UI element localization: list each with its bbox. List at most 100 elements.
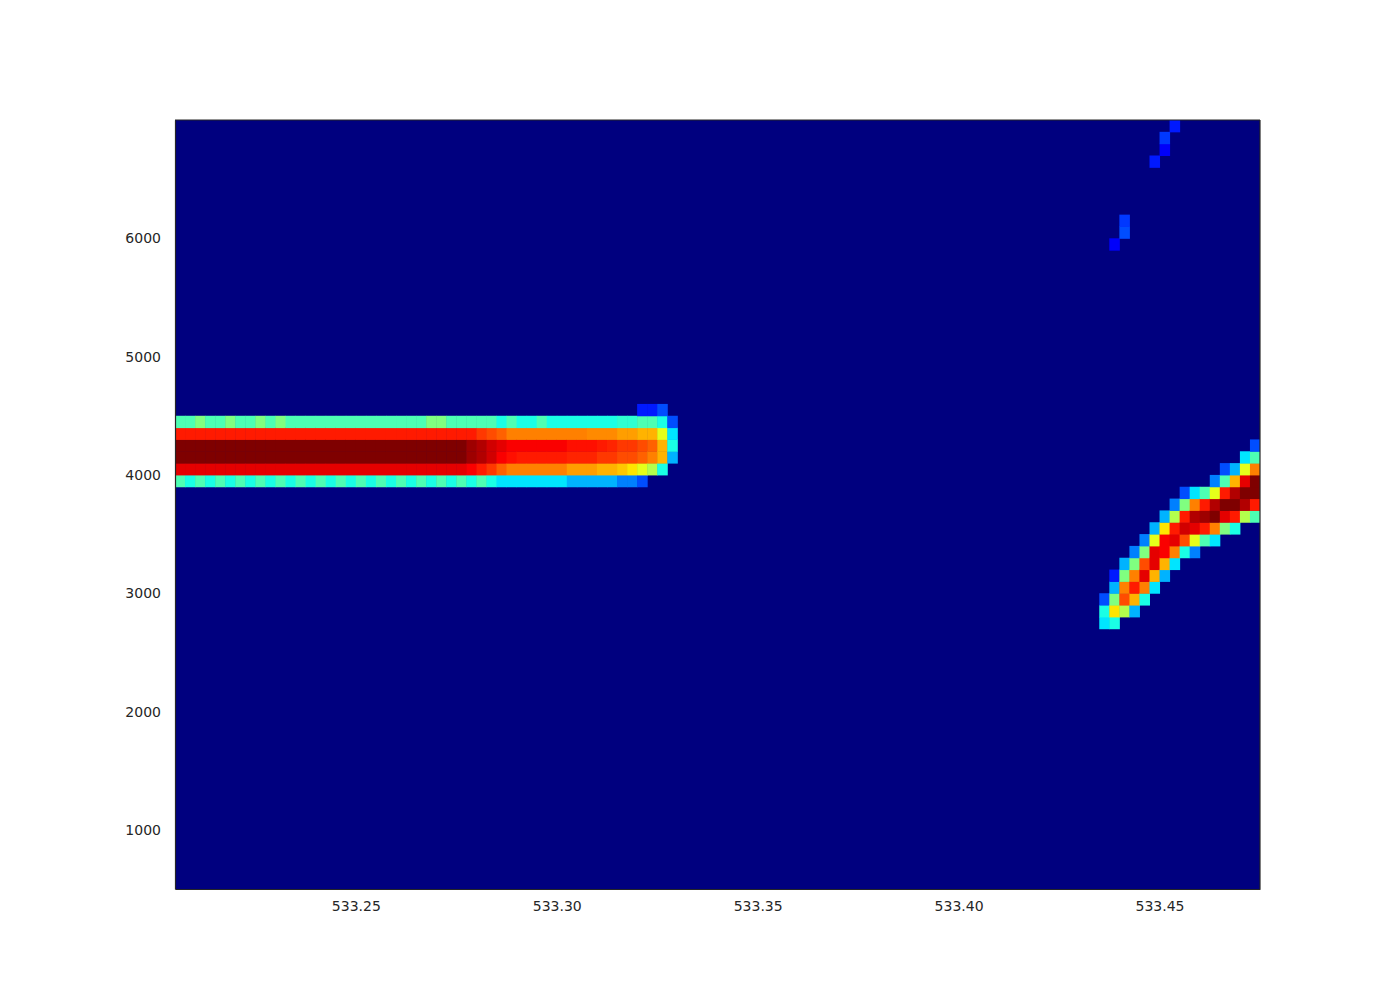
heat-cell bbox=[1149, 522, 1160, 534]
heat-cell bbox=[326, 439, 337, 451]
heat-cell bbox=[557, 428, 568, 440]
heat-cell bbox=[346, 475, 357, 487]
heat-cell bbox=[245, 475, 256, 487]
heat-cell bbox=[275, 416, 286, 428]
heat-cell bbox=[1240, 510, 1251, 522]
heat-cell bbox=[326, 416, 337, 428]
heat-cell bbox=[657, 416, 668, 428]
heat-cell bbox=[1119, 558, 1130, 570]
heat-cell bbox=[306, 439, 317, 451]
heat-cell bbox=[587, 416, 598, 428]
heat-cell bbox=[426, 416, 437, 428]
heat-cell bbox=[316, 451, 327, 463]
heat-cell bbox=[235, 475, 246, 487]
heat-cell bbox=[406, 439, 417, 451]
heat-cell bbox=[1210, 475, 1221, 487]
heat-cell bbox=[486, 439, 497, 451]
tick: 533.25 bbox=[332, 889, 381, 914]
heat-cell bbox=[1220, 463, 1231, 475]
tick-label: 533.40 bbox=[935, 898, 984, 914]
heat-cell bbox=[1119, 570, 1130, 582]
heat-cell bbox=[567, 463, 578, 475]
heat-cell bbox=[1240, 451, 1251, 463]
heat-cell bbox=[1149, 558, 1160, 570]
heat-cell bbox=[296, 475, 307, 487]
heat-cell bbox=[336, 416, 347, 428]
heat-cell bbox=[1180, 487, 1191, 499]
heat-cell bbox=[456, 451, 467, 463]
heat-cell bbox=[215, 451, 226, 463]
heat-cell bbox=[255, 416, 266, 428]
heat-cell bbox=[1160, 534, 1171, 546]
heat-cell bbox=[436, 416, 447, 428]
heat-cell bbox=[185, 451, 196, 463]
heat-cell bbox=[557, 416, 568, 428]
y-axis: 100020003000400050006000 bbox=[125, 121, 175, 890]
heat-cell bbox=[1109, 617, 1120, 629]
heat-cell bbox=[527, 475, 538, 487]
heat-cell bbox=[326, 428, 337, 440]
heat-cell bbox=[647, 416, 658, 428]
heat-cell bbox=[1149, 581, 1160, 593]
heat-cell bbox=[607, 451, 618, 463]
heat-cell bbox=[456, 416, 467, 428]
tick-label: 4000 bbox=[125, 467, 161, 483]
heat-cell bbox=[1129, 593, 1140, 605]
heat-cell bbox=[175, 416, 186, 428]
heat-cell bbox=[185, 439, 196, 451]
heat-cell bbox=[306, 463, 317, 475]
heat-cell bbox=[647, 428, 658, 440]
heat-cell bbox=[205, 475, 216, 487]
heat-cell bbox=[657, 451, 668, 463]
heat-cell bbox=[517, 451, 528, 463]
heat-cell bbox=[245, 451, 256, 463]
heat-cell bbox=[195, 439, 206, 451]
heat-cell bbox=[1240, 475, 1251, 487]
tick-label: 533.35 bbox=[734, 898, 783, 914]
heat-cell bbox=[496, 416, 507, 428]
heat-cell bbox=[406, 463, 417, 475]
heat-cell bbox=[205, 463, 216, 475]
heat-cell bbox=[205, 428, 216, 440]
heat-cell bbox=[537, 416, 548, 428]
heat-cell bbox=[306, 475, 317, 487]
heat-cell bbox=[517, 475, 528, 487]
heat-cell bbox=[1180, 522, 1191, 534]
heat-cell bbox=[436, 428, 447, 440]
heat-cell bbox=[1139, 570, 1150, 582]
heat-cell bbox=[1210, 522, 1221, 534]
heat-cell bbox=[195, 416, 206, 428]
heat-cell bbox=[245, 428, 256, 440]
heat-cell bbox=[1170, 120, 1181, 132]
heat-cell bbox=[306, 428, 317, 440]
heat-cell bbox=[507, 463, 518, 475]
heat-cell bbox=[366, 439, 377, 451]
heat-cell bbox=[617, 416, 628, 428]
heat-cell bbox=[567, 416, 578, 428]
heat-cell bbox=[396, 428, 407, 440]
axis-line bbox=[176, 889, 1261, 890]
heat-cell bbox=[637, 451, 648, 463]
tick: 6000 bbox=[125, 230, 175, 246]
heat-cell bbox=[476, 463, 487, 475]
heat-cell bbox=[456, 463, 467, 475]
heat-cell bbox=[1129, 570, 1140, 582]
heat-cell bbox=[336, 475, 347, 487]
heat-cell bbox=[416, 428, 427, 440]
heat-cell bbox=[296, 428, 307, 440]
heat-cell bbox=[577, 428, 588, 440]
heat-cell bbox=[215, 475, 226, 487]
heat-cell bbox=[627, 475, 638, 487]
heat-cell bbox=[426, 428, 437, 440]
heat-cell bbox=[426, 475, 437, 487]
heat-cell bbox=[456, 475, 467, 487]
heat-cell bbox=[1109, 581, 1120, 593]
heat-cell bbox=[406, 416, 417, 428]
heat-cell bbox=[587, 475, 598, 487]
heat-cell bbox=[496, 428, 507, 440]
heat-cell bbox=[647, 463, 658, 475]
heat-cell bbox=[597, 416, 608, 428]
heat-cell bbox=[306, 416, 317, 428]
heat-cell bbox=[316, 439, 327, 451]
heat-cell bbox=[1170, 534, 1181, 546]
